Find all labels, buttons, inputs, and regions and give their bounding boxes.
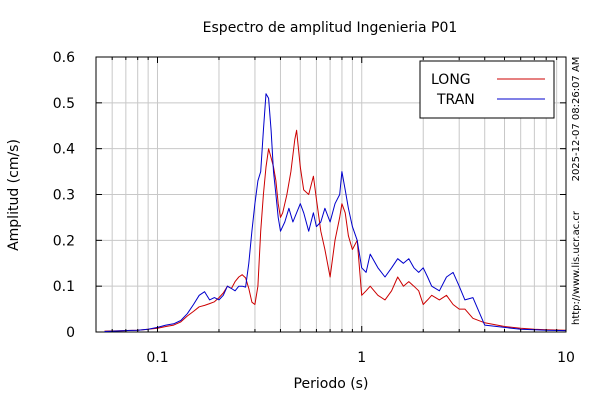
legend-label-long: LONG xyxy=(431,72,471,88)
tick-layer: 0 0.1 0.2 0.3 0.4 0.5 0.6 0.1 1 10 xyxy=(53,50,575,366)
timestamp-label: 2025-12-07 08:26:07 AM xyxy=(571,57,582,182)
legend-box xyxy=(419,60,555,119)
chart-title: Espectro de amplitud Ingenieria P01 xyxy=(203,20,458,36)
x-tick-label: 10 xyxy=(557,350,575,366)
series-layer xyxy=(104,93,567,332)
legend: LONG TRAN xyxy=(419,60,555,119)
y-tick-label: 0.1 xyxy=(53,279,75,295)
x-tick-label: 1 xyxy=(357,350,366,366)
y-tick-label: 0.2 xyxy=(53,233,75,249)
y-tick-label: 0.6 xyxy=(53,50,75,66)
legend-label-tran: TRAN xyxy=(436,92,475,108)
x-tick-label: 0.1 xyxy=(146,350,168,366)
series-line-tran xyxy=(104,93,567,332)
y-tick-label: 0.4 xyxy=(53,142,75,158)
website-label: http://www.lis.ucr.ac.cr xyxy=(571,210,582,325)
y-axis-label: Amplitud (cm/s) xyxy=(6,139,22,251)
series-line-long xyxy=(104,129,567,332)
y-tick-label: 0.5 xyxy=(53,96,75,112)
y-tick-label: 0 xyxy=(66,325,75,341)
x-axis-label: Periodo (s) xyxy=(294,376,369,392)
y-tick-label: 0.3 xyxy=(53,188,75,204)
